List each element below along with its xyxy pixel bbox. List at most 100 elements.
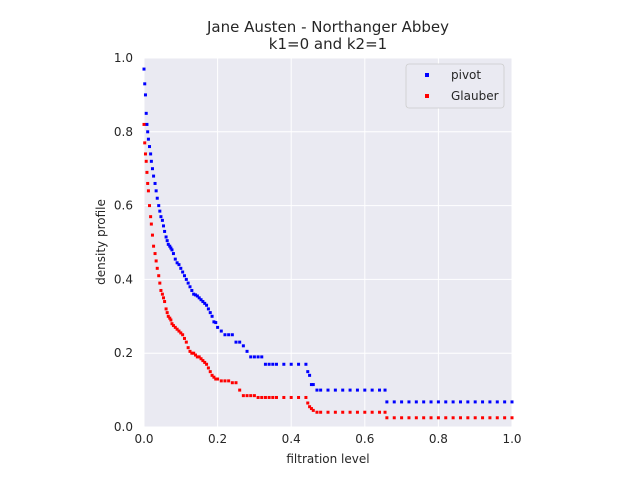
data-point xyxy=(341,388,345,392)
data-point xyxy=(326,388,330,392)
data-point xyxy=(195,355,199,359)
data-point xyxy=(177,329,181,333)
data-point xyxy=(436,400,440,404)
data-point xyxy=(182,336,186,340)
legend-marker-glauber xyxy=(425,94,429,98)
data-point xyxy=(206,366,210,370)
data-point xyxy=(400,400,404,404)
data-point xyxy=(378,410,382,414)
data-point xyxy=(495,400,499,404)
data-point xyxy=(227,379,231,383)
data-point xyxy=(162,296,166,300)
data-point xyxy=(510,400,514,404)
data-point xyxy=(144,111,148,115)
data-point xyxy=(319,410,323,414)
data-point xyxy=(205,303,209,307)
legend-label-pivot: pivot xyxy=(451,68,481,82)
data-point xyxy=(326,410,330,414)
data-point xyxy=(348,388,352,392)
series-pivot xyxy=(142,67,514,404)
data-point xyxy=(170,322,174,326)
data-point xyxy=(159,288,163,292)
legend-label-glauber: Glauber xyxy=(451,89,499,103)
data-point xyxy=(355,388,359,392)
data-point xyxy=(234,340,238,344)
data-point xyxy=(210,373,214,377)
data-point xyxy=(378,388,382,392)
data-point xyxy=(271,362,275,366)
data-point xyxy=(175,261,179,265)
data-point xyxy=(422,416,426,420)
data-point xyxy=(392,416,396,420)
data-point xyxy=(143,93,147,97)
data-point xyxy=(188,285,192,289)
data-point xyxy=(429,416,433,420)
data-point xyxy=(166,242,170,246)
y-tick-label: 0.6 xyxy=(114,199,133,213)
data-point xyxy=(238,340,242,344)
data-point xyxy=(146,130,150,134)
data-point xyxy=(458,416,462,420)
data-point xyxy=(203,360,207,364)
data-point xyxy=(165,239,169,243)
data-point xyxy=(230,381,234,385)
data-point xyxy=(206,307,210,311)
data-point xyxy=(289,362,293,366)
data-point xyxy=(155,266,159,270)
data-point xyxy=(173,257,177,261)
x-tick-label: 1.0 xyxy=(502,432,521,446)
data-point xyxy=(252,394,256,398)
data-point xyxy=(466,400,470,404)
data-point xyxy=(429,400,433,404)
y-tick-label: 1.0 xyxy=(114,51,133,65)
data-point xyxy=(181,333,185,337)
data-point xyxy=(188,349,192,353)
data-point xyxy=(306,370,310,374)
legend: pivot Glauber xyxy=(405,63,505,109)
data-point xyxy=(146,189,150,193)
data-point xyxy=(145,170,149,174)
data-point xyxy=(163,229,167,233)
data-point xyxy=(194,293,198,297)
data-point xyxy=(363,388,367,392)
x-tick-label: 0.0 xyxy=(134,432,153,446)
data-point xyxy=(385,400,389,404)
data-point xyxy=(169,318,173,322)
data-point xyxy=(216,325,220,329)
data-point xyxy=(165,311,169,315)
data-point xyxy=(197,296,201,300)
legend-marker-pivot xyxy=(425,73,429,77)
data-point xyxy=(249,355,253,359)
data-point xyxy=(149,222,153,226)
data-point xyxy=(383,410,387,414)
data-point xyxy=(481,400,485,404)
data-point xyxy=(177,263,181,267)
data-point xyxy=(148,204,152,208)
data-point xyxy=(488,416,492,420)
data-point xyxy=(274,362,278,366)
data-point xyxy=(407,416,411,420)
data-point xyxy=(160,292,164,296)
data-point xyxy=(192,351,196,355)
data-point xyxy=(182,274,186,278)
data-point xyxy=(348,410,352,414)
data-point xyxy=(168,244,172,248)
data-point xyxy=(179,266,183,270)
data-point xyxy=(267,395,271,399)
x-tick-label: 0.6 xyxy=(355,432,374,446)
data-point xyxy=(152,174,156,178)
data-point xyxy=(234,381,238,385)
data-point xyxy=(160,218,164,222)
data-point xyxy=(267,362,271,366)
data-point xyxy=(304,362,308,366)
data-point xyxy=(168,316,172,320)
data-point xyxy=(297,362,301,366)
data-point xyxy=(162,224,166,228)
data-point xyxy=(186,281,190,285)
data-points xyxy=(142,67,514,420)
data-point xyxy=(311,408,315,412)
data-point xyxy=(153,252,157,256)
data-point xyxy=(184,277,188,281)
